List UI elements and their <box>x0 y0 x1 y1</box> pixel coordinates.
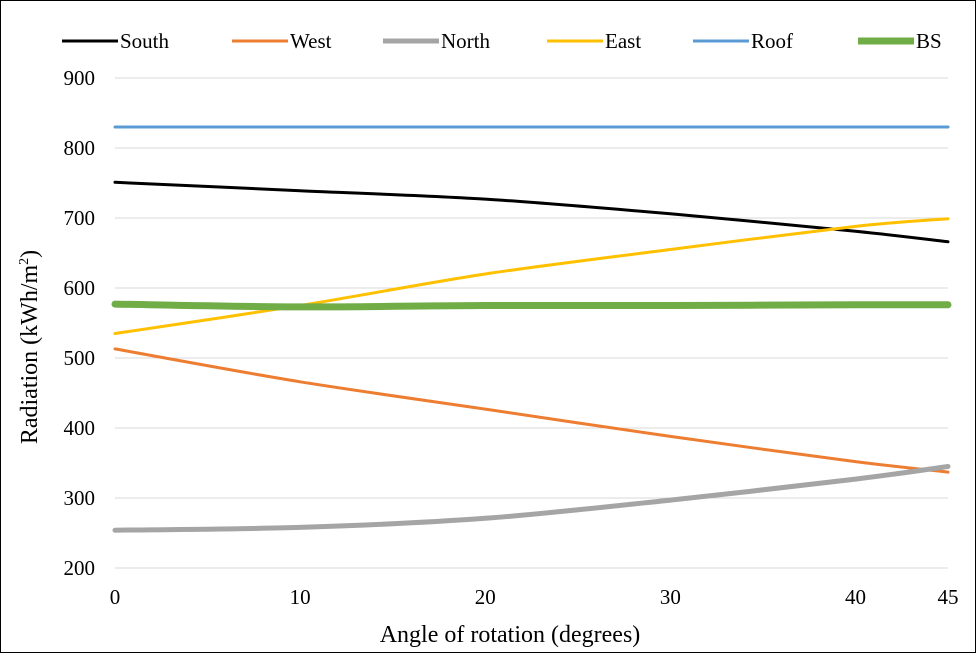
x-tick-label: 0 <box>110 585 121 609</box>
series-line-west <box>113 347 950 474</box>
legend-label-west: West <box>290 29 332 53</box>
y-tick-label: 900 <box>64 66 96 90</box>
x-axis-title: Angle of rotation (degrees) <box>380 622 641 648</box>
x-tick-label: 30 <box>660 585 681 609</box>
series-line-south <box>113 180 950 244</box>
y-tick-label: 200 <box>64 556 96 580</box>
y-tick-label: 400 <box>64 416 96 440</box>
series-line-east <box>113 217 950 335</box>
y-tick-label: 700 <box>64 206 96 230</box>
y-tick-label: 500 <box>64 346 96 370</box>
x-tick-label: 10 <box>290 585 311 609</box>
series-lines <box>111 125 952 533</box>
x-tick-label: 20 <box>475 585 496 609</box>
series-line-bs <box>111 300 952 311</box>
y-axis-title-close: ) <box>17 250 43 258</box>
x-tick-labels: 0 10 20 30 40 45 <box>110 585 959 609</box>
y-tick-labels: 200 300 400 500 600 700 800 900 <box>64 66 96 580</box>
legend-label-roof: Roof <box>751 29 793 53</box>
legend-label-south: South <box>120 29 170 53</box>
legend-label-north: North <box>441 29 490 53</box>
y-tick-label: 300 <box>64 486 96 510</box>
x-tick-label: 40 <box>845 585 866 609</box>
y-axis-title: Radiation (kWh/m2) <box>17 250 43 444</box>
y-tick-label: 600 <box>64 276 96 300</box>
legend-label-bs: BS <box>916 29 942 53</box>
series-line-north <box>112 464 951 533</box>
x-tick-label: 45 <box>938 585 959 609</box>
gridlines <box>115 77 948 569</box>
y-axis-title-sup: 2 <box>17 258 32 265</box>
legend: South West North East Roof BS <box>62 29 942 53</box>
y-tick-label: 800 <box>64 136 96 160</box>
legend-label-east: East <box>605 29 641 53</box>
y-axis-title-main: Radiation (kWh/m <box>17 265 43 445</box>
